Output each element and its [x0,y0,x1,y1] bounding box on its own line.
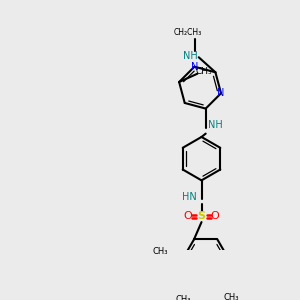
Text: CH₃: CH₃ [224,293,239,300]
Text: NH: NH [208,120,223,130]
Text: N: N [217,88,225,98]
Text: O: O [211,211,219,221]
Text: HN: HN [182,192,197,202]
Text: CH₃: CH₃ [176,295,191,300]
Text: CH₃: CH₃ [196,68,212,76]
Text: S: S [197,211,206,221]
Text: CH₃: CH₃ [152,247,168,256]
Text: N: N [191,62,198,72]
Text: CH₂CH₃: CH₂CH₃ [174,28,202,37]
Text: NH: NH [183,51,198,61]
Text: O: O [184,211,193,221]
